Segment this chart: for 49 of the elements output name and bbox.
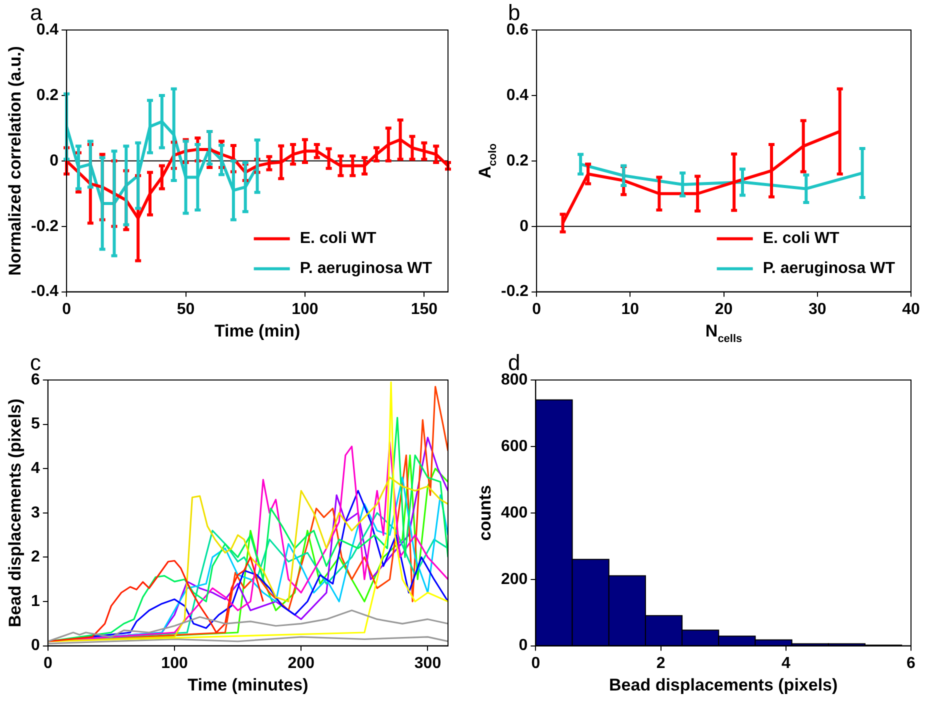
y-axis-title: Acolo xyxy=(476,143,499,178)
y-tick-label: 0 xyxy=(520,218,529,235)
x-tick-label: 100 xyxy=(292,300,318,318)
y-axis-title: counts xyxy=(476,485,495,541)
x-tick-label: 0 xyxy=(532,300,542,318)
y-tick-label: 0.2 xyxy=(506,152,529,170)
x-tick-label: 2 xyxy=(656,654,666,672)
x-tick-label: 300 xyxy=(414,654,442,672)
x-tick-label: 40 xyxy=(902,300,920,318)
x-tick-label: 30 xyxy=(808,300,826,318)
legend-label: E. coli WT xyxy=(762,230,840,248)
y-axis-title: Bead displacements (pixels) xyxy=(6,398,25,628)
x-axis-title: Bead displacements (pixels) xyxy=(609,676,838,695)
y-tick-label: 600 xyxy=(500,438,528,455)
y-tick-label: 4 xyxy=(30,460,40,478)
y-tick-label: -0.2 xyxy=(500,283,529,300)
x-axis-title: Time (minutes) xyxy=(188,676,308,695)
x-tick-label: 150 xyxy=(410,300,438,318)
y-tick-label: 1 xyxy=(30,592,40,610)
y-tick-label: 0.2 xyxy=(36,86,59,104)
y-tick-label: 6 xyxy=(30,371,40,388)
x-tick-label: 10 xyxy=(621,300,640,318)
y-tick-label: 3 xyxy=(30,504,40,522)
y-tick-label: 0 xyxy=(50,152,59,170)
legend-label: P. aeruginosa WT xyxy=(300,260,432,278)
y-tick-label: 400 xyxy=(500,504,528,522)
y-tick-label: -0.4 xyxy=(30,283,59,300)
y-tick-label: 0 xyxy=(30,637,40,654)
y-tick-label: 0.4 xyxy=(36,21,59,38)
y-tick-label: -0.2 xyxy=(30,218,59,235)
y-tick-label: 0 xyxy=(518,637,528,654)
y-tick-label: 200 xyxy=(500,570,528,588)
y-tick-label: 0.4 xyxy=(506,86,529,104)
x-tick-label: 50 xyxy=(176,300,195,318)
x-tick-label: 100 xyxy=(161,654,188,672)
x-tick-label: 20 xyxy=(714,300,733,318)
x-tick-label: 6 xyxy=(906,654,916,672)
x-axis-title: Time (min) xyxy=(214,322,300,341)
x-tick-label: 0 xyxy=(62,300,72,318)
legend-label: E. coli WT xyxy=(300,230,376,248)
x-tick-label: 4 xyxy=(781,654,790,672)
y-tick-label: 2 xyxy=(30,548,40,566)
legend-label: P. aeruginosa WT xyxy=(762,260,896,278)
x-tick-label: 200 xyxy=(288,654,315,672)
y-tick-label: 800 xyxy=(500,371,528,388)
x-tick-label: 0 xyxy=(531,654,540,672)
y-tick-label: 5 xyxy=(30,416,40,433)
y-axis-title: Normalized correlation (a.u.) xyxy=(6,46,25,276)
y-tick-label: 0.6 xyxy=(506,21,529,38)
